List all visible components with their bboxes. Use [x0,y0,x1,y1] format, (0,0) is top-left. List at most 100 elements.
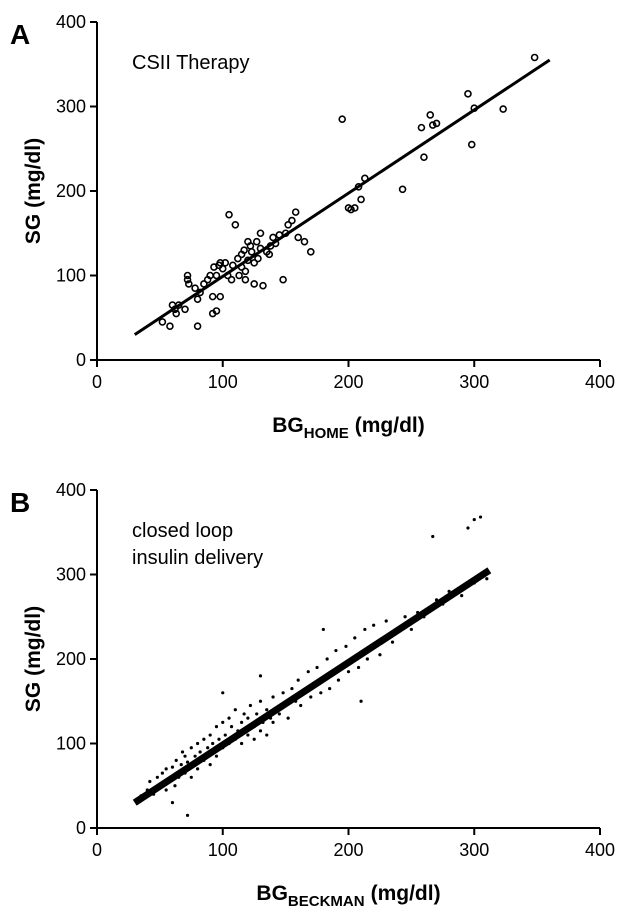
annotation: closed loop [132,520,233,542]
y-axis-label: SG (mg/dl) [22,138,45,244]
data-point [291,208,300,216]
data-point [294,233,303,242]
data-point [198,750,202,754]
data-point [180,750,185,754]
data-point [296,678,300,682]
annotation: insulin delivery [132,547,263,569]
data-point [233,708,237,712]
data-point [193,322,202,331]
data-point [255,712,259,716]
panel-label: A [10,19,30,50]
data-point [248,703,253,708]
data-point [183,271,192,280]
x-tick-label: 200 [333,840,363,860]
data-point [286,716,290,720]
data-point [240,720,244,724]
data-point [242,712,246,716]
data-point [221,259,230,267]
data-point [290,686,294,691]
x-tick-label: 400 [585,372,615,392]
x-axis-label-base: BG [256,882,288,905]
y-tick-label: 400 [56,12,86,32]
data-point [284,221,292,229]
data-point [216,259,225,267]
data-point [189,746,193,750]
data-point [160,771,164,775]
data-point [184,280,193,288]
y-tick-label: 100 [56,266,86,286]
data-point [234,254,242,263]
data-point [223,733,227,737]
x-tick-label: 300 [459,840,489,860]
data-point [256,229,265,238]
data-point [235,271,243,280]
data-point [319,691,323,695]
data-point [166,322,174,331]
data-point [246,733,250,737]
fit-line [133,58,551,336]
data-point [191,284,199,292]
data-point [259,281,267,290]
data-point [252,237,261,246]
annotation: CSII Therapy [132,52,249,74]
data-point [336,678,341,682]
data-point [200,280,208,288]
data-point [225,210,233,219]
data-point [247,248,256,256]
data-point [183,275,192,284]
data-point [170,765,175,769]
data-point [398,185,407,194]
data-point [158,318,167,326]
data-point [431,534,435,539]
data-point [155,775,159,779]
data-point [183,754,187,758]
data-point [432,119,441,128]
data-point [240,741,244,746]
data-point [309,695,313,699]
data-point [208,292,217,301]
x-tick-label: 100 [208,840,238,860]
data-point [265,250,274,259]
data-point [288,216,296,225]
data-point [420,153,428,161]
data-point [185,760,190,764]
y-tick-label: 400 [56,480,86,500]
data-point [363,627,367,632]
y-tick-label: 200 [56,649,86,669]
data-point [372,623,376,627]
data-point [478,515,483,519]
y-tick-label: 0 [76,350,86,370]
y-tick-label: 100 [56,734,86,754]
data-point [321,627,325,632]
data-point [227,275,236,284]
data-point [216,292,225,301]
data-point [227,716,231,720]
data-point [499,105,507,113]
data-point [357,195,365,204]
data-point [240,246,248,254]
data-point [378,653,382,657]
data-point [356,665,361,670]
data-point [246,716,250,720]
data-point [384,619,388,623]
data-point [315,665,319,670]
data-point [193,754,197,758]
data-point [277,712,281,716]
data-point [306,670,310,674]
data-point [185,813,190,817]
data-point [271,695,275,699]
data-point [472,517,476,522]
data-point [346,670,351,674]
data-point [173,784,177,788]
data-point [281,691,285,695]
x-axis-label-subscript: HOME [304,425,349,442]
data-point [164,788,168,792]
data-point [174,758,178,763]
data-point [409,627,413,632]
data-point [269,233,277,242]
data-point [426,111,435,119]
data-point [464,90,472,98]
data-point [196,767,200,771]
data-point [193,295,202,303]
